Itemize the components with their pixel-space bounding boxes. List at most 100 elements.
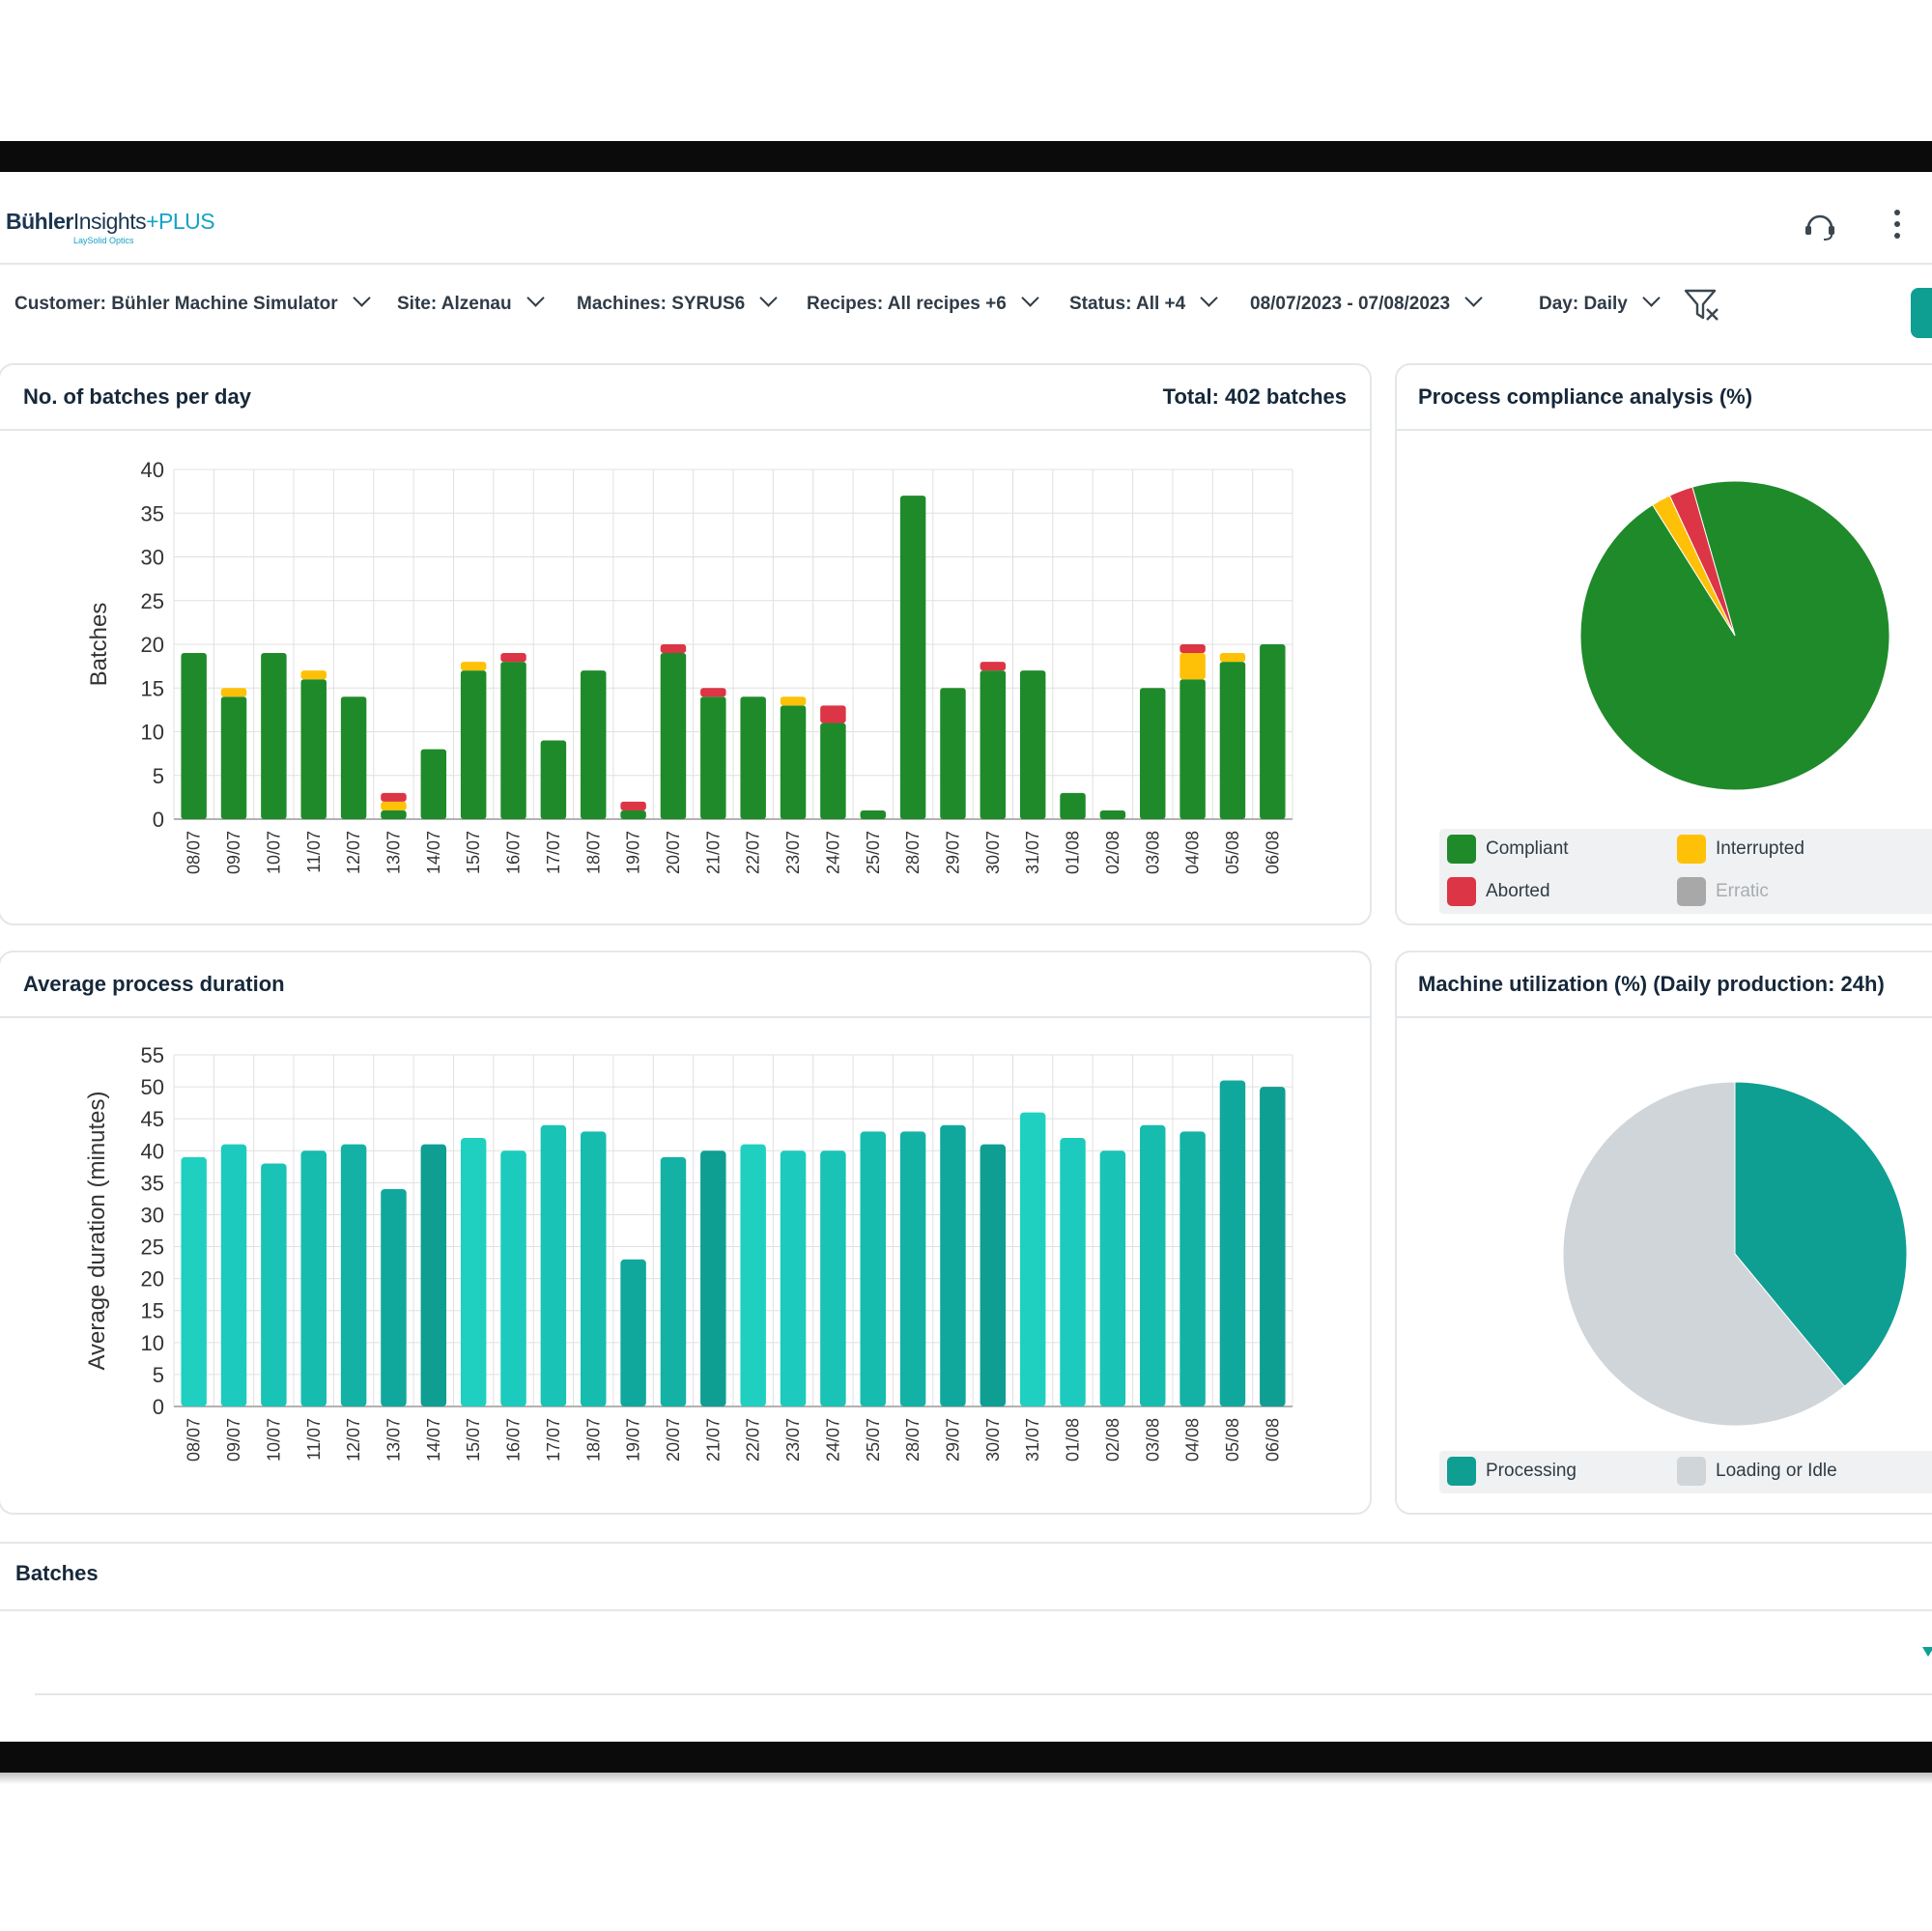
legend-item-erratic[interactable]: Erratic xyxy=(1677,877,1769,906)
bar xyxy=(860,1131,886,1406)
compliance-chart-title: Process compliance analysis (%) xyxy=(1418,384,1753,409)
x-tick-label: 15/07 xyxy=(464,831,483,874)
headset-icon[interactable] xyxy=(1803,209,1837,243)
batches-section-header: Batches xyxy=(0,1542,1932,1611)
bar-segment xyxy=(1219,662,1246,819)
bar-segment xyxy=(899,496,926,819)
pie-slice xyxy=(1668,486,1736,637)
filter-status-label: Status: All +4 xyxy=(1069,294,1186,314)
bar-segment xyxy=(1140,688,1166,819)
x-tick-label: 05/08 xyxy=(1223,1418,1242,1462)
bar-segment xyxy=(1179,679,1206,819)
filter-date-range[interactable]: 08/07/2023 - 07/08/2023 xyxy=(1250,289,1483,315)
legend-item-interrupted[interactable]: Interrupted xyxy=(1677,835,1804,864)
bar-segment xyxy=(261,653,287,819)
logo-suffix: +PLUS xyxy=(146,209,215,234)
compliance-legend: Compliant Interrupted Aborted Erratic xyxy=(1439,829,1932,914)
expand-indicator-icon[interactable] xyxy=(1922,1647,1932,1657)
bar-segment xyxy=(300,679,327,819)
filter-customer[interactable]: Customer: Bühler Machine Simulator xyxy=(14,289,371,315)
x-tick-label: 11/07 xyxy=(304,1418,324,1461)
filter-site[interactable]: Site: Alzenau xyxy=(397,289,545,315)
bar xyxy=(581,1131,607,1406)
legend-swatch xyxy=(1677,1457,1706,1486)
chevron-down-icon xyxy=(352,289,371,307)
device-bezel-bottom xyxy=(0,1742,1932,1773)
bar-segment xyxy=(660,644,687,654)
bar-segment xyxy=(660,653,687,819)
filter-date-range-label: 08/07/2023 - 07/08/2023 xyxy=(1250,294,1451,314)
x-tick-label: 19/07 xyxy=(624,1418,643,1462)
card-header: Process compliance analysis (%) xyxy=(1397,365,1932,431)
bar-segment xyxy=(220,688,247,697)
bar-segment xyxy=(620,809,646,819)
x-tick-label: 08/07 xyxy=(185,1418,204,1462)
legend-item-aborted[interactable]: Aborted xyxy=(1447,877,1550,906)
card-header: No. of batches per day Total: 402 batche… xyxy=(0,365,1370,431)
bar xyxy=(1140,1124,1166,1406)
y-tick-label: 40 xyxy=(141,1139,164,1163)
legend-swatch xyxy=(1677,835,1706,864)
filter-recipes-label: Recipes: All recipes +6 xyxy=(807,294,1007,314)
y-tick-label: 15 xyxy=(141,676,164,700)
card-header: Average process duration xyxy=(0,952,1370,1018)
bar xyxy=(220,1144,247,1406)
x-tick-label: 20/07 xyxy=(664,831,683,874)
x-tick-label: 31/07 xyxy=(1023,831,1042,874)
x-tick-label: 05/08 xyxy=(1223,831,1242,874)
utilization-legend: Processing Loading or Idle xyxy=(1439,1451,1932,1493)
x-tick-label: 23/07 xyxy=(783,831,803,874)
y-tick-label: 25 xyxy=(141,589,164,613)
y-tick-label: 50 xyxy=(141,1075,164,1099)
more-vertical-icon[interactable] xyxy=(1886,205,1909,243)
legend-item-compliant[interactable]: Compliant xyxy=(1447,835,1569,864)
device-bezel-top xyxy=(0,141,1932,172)
y-tick-label: 0 xyxy=(153,808,164,832)
x-tick-label: 11/07 xyxy=(304,831,324,873)
bar-segment xyxy=(1179,653,1206,680)
legend-swatch xyxy=(1677,877,1706,906)
chevron-down-icon xyxy=(1464,289,1483,307)
filter-status[interactable]: Status: All +4 xyxy=(1069,289,1218,315)
bar-segment xyxy=(460,662,487,671)
filter-day[interactable]: Day: Daily xyxy=(1539,289,1661,315)
y-axis-label: Batches xyxy=(86,603,112,687)
legend-swatch xyxy=(1447,877,1476,906)
bar xyxy=(1179,1131,1206,1406)
bar-segment xyxy=(1219,653,1246,663)
bar xyxy=(780,1150,807,1406)
bar xyxy=(1260,1087,1286,1406)
filter-machines-label: Machines: SYRUS6 xyxy=(577,294,746,314)
legend-item-loading-idle[interactable]: Loading or Idle xyxy=(1677,1457,1837,1486)
filter-clear-icon[interactable] xyxy=(1683,286,1721,325)
bar xyxy=(660,1156,687,1406)
batches-section-title: Batches xyxy=(15,1561,99,1585)
x-tick-label: 04/08 xyxy=(1183,1418,1203,1462)
app-logo[interactable]: BühlerInsights+PLUS xyxy=(6,209,215,235)
bar xyxy=(300,1150,327,1406)
logo-tagline: LaySolid Optics xyxy=(73,236,134,245)
x-tick-label: 13/07 xyxy=(384,1418,403,1462)
filter-machines[interactable]: Machines: SYRUS6 xyxy=(577,289,778,315)
side-panel-toggle[interactable] xyxy=(1911,288,1932,338)
batches-chart-title: No. of batches per day xyxy=(23,384,251,409)
utilization-pie-chart xyxy=(1562,1081,1908,1427)
x-tick-label: 30/07 xyxy=(983,1418,1003,1462)
y-tick-label: 20 xyxy=(141,633,164,657)
bar-segment xyxy=(780,705,807,819)
bar xyxy=(700,1150,726,1406)
bar xyxy=(1060,1138,1086,1406)
y-tick-label: 35 xyxy=(141,1171,164,1195)
bar-segment xyxy=(860,809,886,819)
filter-recipes[interactable]: Recipes: All recipes +6 xyxy=(807,289,1039,315)
bar-segment xyxy=(700,696,726,819)
x-tick-label: 28/07 xyxy=(903,1418,923,1462)
bar xyxy=(420,1144,447,1406)
bar xyxy=(740,1144,766,1406)
divider xyxy=(35,1693,1932,1695)
bar-segment xyxy=(1060,792,1086,819)
legend-swatch xyxy=(1447,1457,1476,1486)
x-tick-label: 12/07 xyxy=(344,831,363,874)
duration-bar-chart: 0 5 10 15 20 25 30 35 40 45 50 55 Average duration (… xyxy=(84,1043,1293,1462)
legend-item-processing[interactable]: Processing xyxy=(1447,1457,1577,1486)
